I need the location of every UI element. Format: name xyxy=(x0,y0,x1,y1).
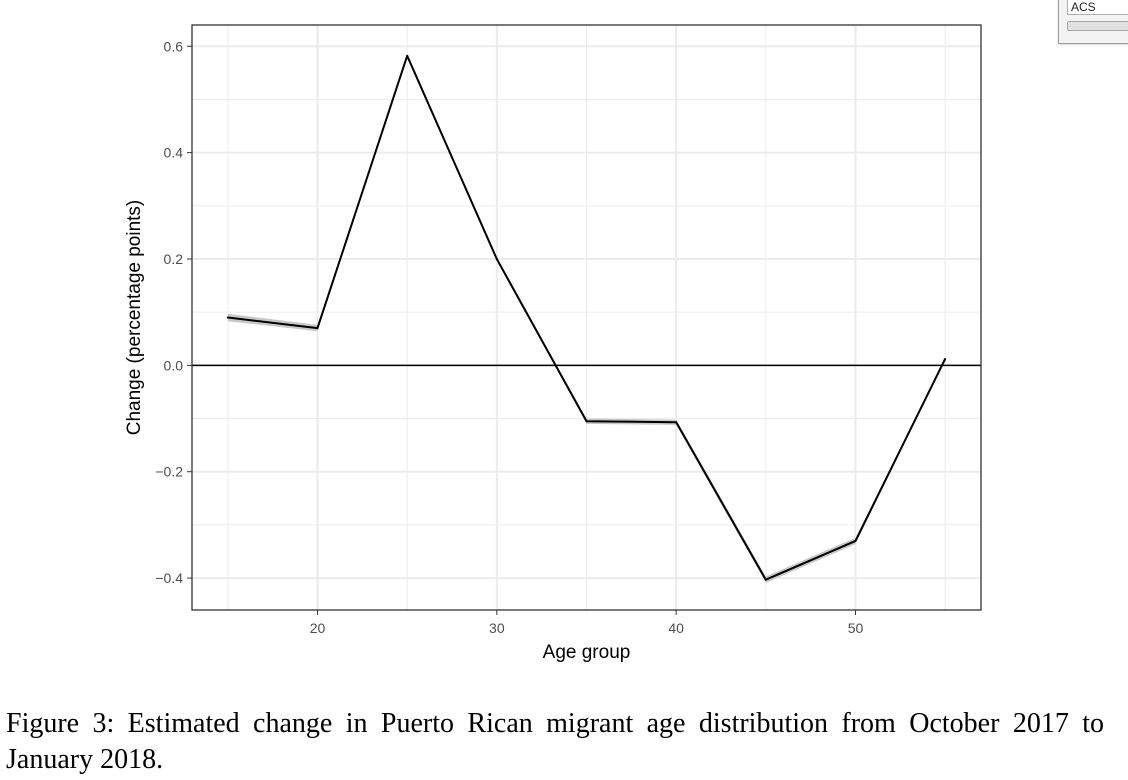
line-chart: 20 30 40 50 −0.4−0.20.00.20.40.6 Age group … xyxy=(124,24,982,663)
data-point xyxy=(495,258,498,260)
x-tick-label: 40 xyxy=(668,620,684,636)
x-tick-label: 50 xyxy=(848,620,864,636)
acs-text-field[interactable]: ACS xyxy=(1067,0,1128,15)
grid-lines xyxy=(192,25,981,610)
data-point xyxy=(585,420,588,423)
data-point xyxy=(675,421,678,424)
acs-widget-panel: ACS xyxy=(1058,0,1128,44)
y-axis-title: Change (percentage points) xyxy=(124,200,145,436)
y-tick-label: 0.0 xyxy=(164,357,184,373)
figure-caption: Figure 3: Estimated change in Puerto Ric… xyxy=(6,708,1104,775)
data-point xyxy=(406,54,409,57)
widget-scrollbar[interactable] xyxy=(1067,21,1128,31)
panel-border xyxy=(191,24,982,611)
y-tick-label: 0.6 xyxy=(164,38,184,54)
x-axis-title: Age group xyxy=(543,642,631,663)
series-layer xyxy=(226,54,947,581)
data-point xyxy=(316,327,319,330)
y-tick-label: 0.4 xyxy=(164,145,184,161)
x-tick-label: 30 xyxy=(489,620,505,636)
data-point xyxy=(764,578,767,581)
data-point xyxy=(944,357,947,360)
data-point xyxy=(854,539,857,542)
data-point xyxy=(226,316,229,319)
x-tick-label: 20 xyxy=(310,620,326,636)
x-axis-ticks: 20 30 40 50 xyxy=(310,610,864,636)
y-tick-label: −0.2 xyxy=(155,464,183,480)
y-tick-label: −0.4 xyxy=(155,570,183,586)
y-tick-label: 0.2 xyxy=(164,251,184,267)
y-axis-ticks: −0.4 −0.2 0.0 0.2 0.4 0.6 xyxy=(155,38,192,586)
